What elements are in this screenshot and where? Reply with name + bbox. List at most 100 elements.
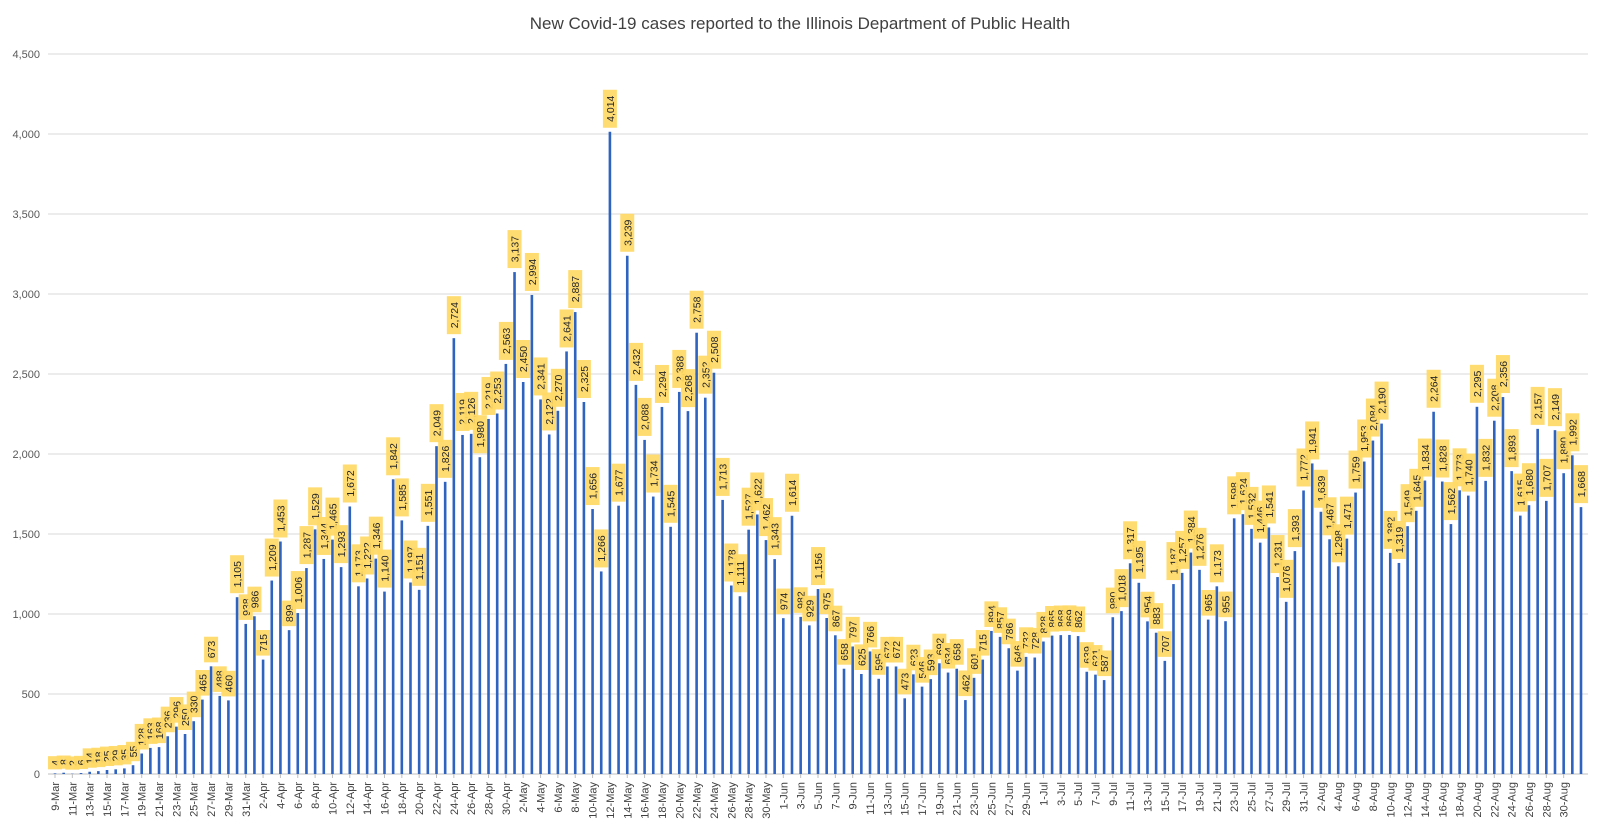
x-tick-label: 19-Mar xyxy=(137,782,149,817)
x-tick-label: 12-Aug xyxy=(1403,782,1415,817)
data-label: 1,826 xyxy=(438,440,452,478)
x-tick-label: 19-Jun xyxy=(934,782,946,816)
bar xyxy=(635,385,638,774)
data-label: 715 xyxy=(256,630,270,656)
bar xyxy=(669,527,672,774)
bar xyxy=(1458,490,1461,774)
data-label: 1,614 xyxy=(785,474,799,512)
data-label: 1,156 xyxy=(811,547,825,585)
data-label-text: 1,680 xyxy=(1524,469,1536,495)
data-label: 1,941 xyxy=(1305,421,1319,459)
bar xyxy=(409,582,412,774)
data-label-text: 929 xyxy=(804,600,816,618)
bar xyxy=(487,419,490,774)
data-label: 1,980 xyxy=(473,415,487,453)
x-tick-label: 24-May xyxy=(709,782,721,819)
x-tick-label: 4-May xyxy=(536,782,548,813)
bar xyxy=(617,506,620,774)
bar xyxy=(1346,539,1349,774)
bar xyxy=(158,747,161,774)
x-tick-label: 8-Aug xyxy=(1368,782,1380,811)
bar xyxy=(97,771,100,774)
x-tick-label: 9-Jun xyxy=(848,782,860,810)
data-label: 1,656 xyxy=(586,467,600,505)
bar xyxy=(1033,658,1036,774)
data-label-text: 786 xyxy=(1004,623,1016,641)
x-tick-label: 18-Aug xyxy=(1455,782,1467,817)
bar xyxy=(955,669,958,774)
y-tick-label: 3,000 xyxy=(12,289,40,301)
data-label: 1,668 xyxy=(1574,465,1588,503)
x-tick-label: 18-May xyxy=(657,782,669,819)
y-tick-label: 1,000 xyxy=(12,609,40,621)
data-label: 465 xyxy=(195,670,209,696)
bar xyxy=(1207,620,1210,774)
data-label: 2,325 xyxy=(577,360,591,398)
data-label-text: 1,842 xyxy=(388,443,400,469)
data-label: 1,276 xyxy=(1193,528,1207,566)
bar xyxy=(444,482,447,774)
data-label-text: 658 xyxy=(839,643,851,661)
bar xyxy=(1111,617,1114,774)
bar xyxy=(626,256,629,774)
x-tick-label: 10-Apr xyxy=(327,782,339,815)
bar xyxy=(1502,397,1505,774)
data-label-text: 2,432 xyxy=(631,349,643,375)
bar xyxy=(1025,657,1028,774)
data-label-text: 1,740 xyxy=(1463,459,1475,485)
bar xyxy=(314,529,317,774)
bar xyxy=(62,773,65,774)
bar xyxy=(912,674,915,774)
data-label: 462 xyxy=(958,670,972,696)
bar xyxy=(123,768,126,774)
bar xyxy=(773,559,776,774)
bar xyxy=(1519,516,1522,774)
data-label: 1,828 xyxy=(1435,440,1449,478)
bar xyxy=(851,646,854,774)
data-label-text: 460 xyxy=(223,675,235,693)
bar xyxy=(1276,577,1279,774)
data-label-text: 1,941 xyxy=(1307,427,1319,453)
bar xyxy=(1441,482,1444,774)
data-label-text: 465 xyxy=(197,674,209,692)
data-label: 955 xyxy=(1219,592,1233,618)
bar xyxy=(513,272,516,774)
data-label-text: 955 xyxy=(1221,595,1233,613)
data-label: 883 xyxy=(1149,603,1163,629)
data-label-text: 2,341 xyxy=(536,363,548,389)
x-tick-label: 23-Jun xyxy=(969,782,981,816)
data-label: 673 xyxy=(204,637,218,663)
x-tick-label: 28-May xyxy=(744,782,756,819)
data-label-text: 1,343 xyxy=(770,523,782,549)
bar xyxy=(227,700,230,774)
data-label: 1,672 xyxy=(343,464,357,502)
bar xyxy=(661,407,664,774)
data-label: 1,834 xyxy=(1418,439,1432,477)
data-label-text: 2,758 xyxy=(692,296,704,322)
bar xyxy=(348,506,351,774)
bar xyxy=(1328,539,1331,774)
data-label: 2,724 xyxy=(447,296,461,334)
bar xyxy=(270,581,273,774)
bar xyxy=(296,613,299,774)
bar xyxy=(1372,441,1375,774)
data-label-text: 462 xyxy=(960,674,972,692)
bar xyxy=(1554,430,1557,774)
bar xyxy=(1129,563,1132,774)
data-label-text: 1,471 xyxy=(1342,502,1354,528)
bar xyxy=(678,392,681,774)
bar xyxy=(149,748,152,774)
x-tick-label: 3-Jul xyxy=(1056,782,1068,806)
bar xyxy=(1268,527,1271,774)
data-label-text: 2,994 xyxy=(527,259,539,285)
bar xyxy=(843,669,846,774)
bar xyxy=(1424,481,1427,774)
data-label-text: 2,264 xyxy=(1429,375,1441,401)
data-label: 1,140 xyxy=(377,550,391,588)
data-label-text: 1,151 xyxy=(414,554,426,580)
bar xyxy=(401,520,404,774)
data-label-text: 625 xyxy=(856,648,868,666)
data-label-text: 1,006 xyxy=(293,577,305,603)
bar xyxy=(799,617,802,774)
